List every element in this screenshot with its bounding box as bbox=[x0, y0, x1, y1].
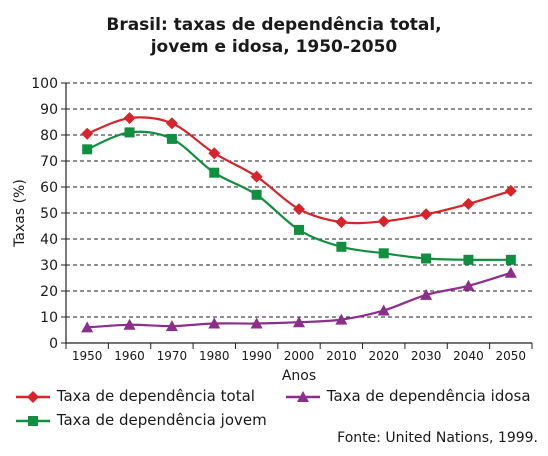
x-axis-label: Anos bbox=[282, 368, 316, 384]
point-s0-1990 bbox=[250, 170, 263, 183]
point-s1-1950 bbox=[82, 144, 93, 155]
point-s2-2020 bbox=[377, 304, 390, 316]
ytick-label-40: 40 bbox=[40, 232, 58, 248]
point-s0-2010 bbox=[335, 216, 348, 229]
point-s1-2040 bbox=[463, 254, 474, 265]
point-s1-1980 bbox=[209, 167, 220, 178]
xtick-label-1970: 1970 bbox=[157, 349, 188, 363]
legend-label-jovem: Taxa de dependência jovem bbox=[56, 411, 267, 429]
point-s1-2030 bbox=[421, 253, 432, 264]
legend-label-total: Taxa de dependência total bbox=[56, 387, 255, 405]
point-s2-2040 bbox=[462, 279, 475, 291]
legend-label-idosa: Taxa de dependência idosa bbox=[326, 387, 531, 405]
point-s0-2020 bbox=[377, 215, 390, 228]
series-line-1 bbox=[86, 130, 511, 261]
chart-title-line1: Brasil: taxas de dependência total, bbox=[106, 15, 442, 35]
xtick-label-1990: 1990 bbox=[241, 349, 272, 363]
point-s1-2010 bbox=[336, 241, 347, 252]
ytick-label-60: 60 bbox=[40, 180, 58, 196]
ytick-label-100: 100 bbox=[31, 76, 58, 92]
point-s2-2050 bbox=[504, 266, 517, 278]
legend-item-total: Taxa de dependência total bbox=[14, 386, 255, 406]
point-s0-1980 bbox=[208, 147, 221, 160]
xtick-label-1950: 1950 bbox=[72, 349, 103, 363]
xtick-label-2010: 2010 bbox=[326, 349, 357, 363]
ytick-label-50: 50 bbox=[40, 206, 58, 222]
ytick-label-10: 10 bbox=[40, 310, 58, 326]
ytick-label-90: 90 bbox=[40, 102, 58, 118]
point-s1-1990 bbox=[251, 189, 262, 200]
point-s0-2040 bbox=[462, 197, 475, 210]
xtick-label-2030: 2030 bbox=[411, 349, 442, 363]
point-s0-1950 bbox=[81, 127, 94, 140]
point-s0-1970 bbox=[165, 117, 178, 130]
chart-title-line2: jovem e idosa, 1950-2050 bbox=[150, 37, 398, 57]
xtick-label-1980: 1980 bbox=[199, 349, 230, 363]
point-s1-2000 bbox=[294, 224, 304, 235]
y-axis-label: Taxas (%) bbox=[12, 179, 28, 248]
legend-triangle-icon bbox=[286, 390, 320, 402]
point-s0-2000 bbox=[293, 203, 305, 216]
legend-item-jovem: Taxa de dependência jovem bbox=[14, 410, 267, 430]
legend-diamond-icon bbox=[16, 390, 50, 403]
point-s1-2020 bbox=[378, 248, 389, 259]
legend-item-idosa: Taxa de dependência idosa bbox=[284, 386, 531, 406]
point-s0-2050 bbox=[504, 184, 517, 197]
ytick-label-0: 0 bbox=[49, 336, 58, 352]
xtick-label-2020: 2020 bbox=[368, 349, 399, 363]
point-s2-1970 bbox=[165, 320, 178, 332]
point-s2-2010 bbox=[335, 313, 348, 325]
source-note: Fonte: United Nations, 1999. bbox=[337, 430, 538, 446]
point-s2-1950 bbox=[81, 321, 94, 333]
ytick-label-20: 20 bbox=[40, 284, 58, 300]
point-s1-1960 bbox=[124, 127, 135, 138]
point-s2-2030 bbox=[420, 288, 433, 300]
point-s1-1970 bbox=[166, 133, 177, 144]
point-s2-2000 bbox=[293, 316, 305, 328]
xtick-label-2000: 2000 bbox=[284, 349, 315, 363]
point-s2-1980 bbox=[208, 317, 221, 329]
xtick-label-2040: 2040 bbox=[453, 349, 484, 363]
point-s1-2050 bbox=[505, 254, 516, 265]
point-s0-1960 bbox=[123, 112, 136, 125]
ytick-label-70: 70 bbox=[40, 154, 58, 170]
ytick-label-80: 80 bbox=[40, 128, 58, 144]
ytick-label-30: 30 bbox=[40, 258, 58, 274]
xtick-label-2050: 2050 bbox=[496, 349, 527, 363]
legend-square-icon bbox=[16, 415, 50, 426]
xtick-label-1960: 1960 bbox=[114, 349, 145, 363]
point-s2-1960 bbox=[123, 318, 136, 330]
point-s2-1990 bbox=[250, 317, 263, 329]
point-s0-2030 bbox=[420, 208, 433, 221]
